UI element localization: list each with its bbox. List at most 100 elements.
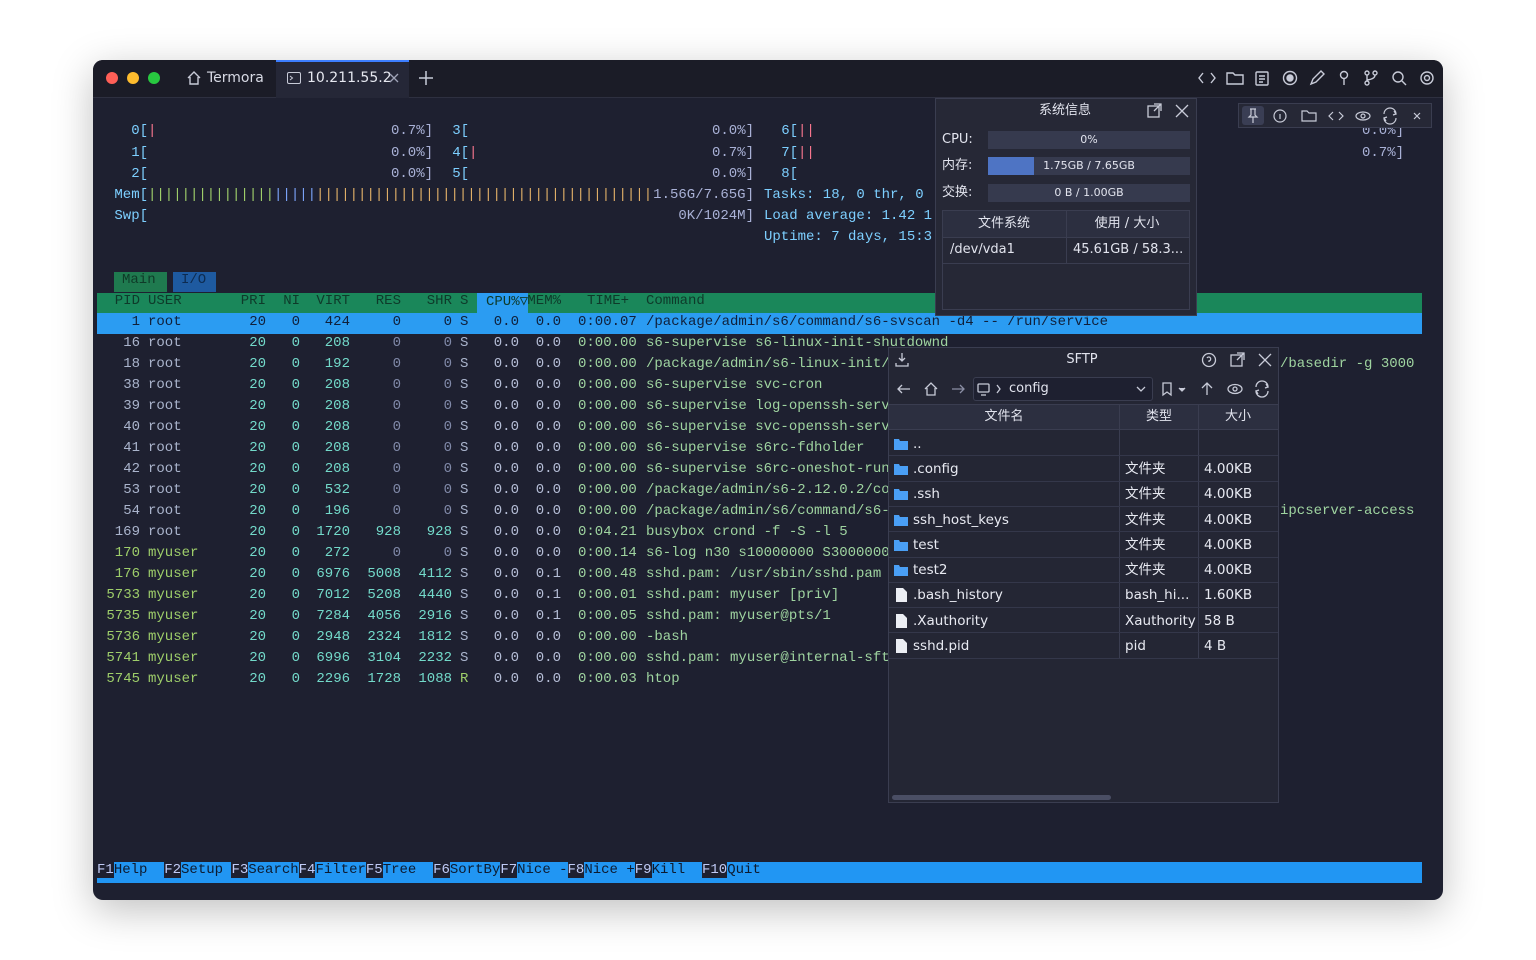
file-size: 4.00KB xyxy=(1204,486,1253,503)
process-cell: 0:00.00 xyxy=(578,440,637,456)
process-cell: S xyxy=(460,524,469,540)
process-cell: 0.0 xyxy=(493,566,519,582)
process-cell: 1 xyxy=(131,314,140,330)
fs-row-line xyxy=(943,263,1189,264)
process-cell: 0.0 xyxy=(535,314,561,330)
floating-toolbar xyxy=(1238,103,1432,128)
process-cell: 5208 xyxy=(367,587,401,603)
process-cell: 0 xyxy=(392,419,401,435)
process-cell: 0.0 xyxy=(493,461,519,477)
column-header: USER xyxy=(148,293,182,309)
process-cell: 20 xyxy=(249,650,266,666)
function-key: F6 xyxy=(433,862,450,878)
process-cell: 0 xyxy=(443,377,452,393)
process-cell: 0 xyxy=(291,608,300,624)
process-cell: 0 xyxy=(392,335,401,351)
column-header: PRI xyxy=(240,293,266,309)
close-tab-icon[interactable] xyxy=(389,73,399,83)
process-cell: sshd.pam: myuser@internal-sft xyxy=(646,650,890,666)
process-cell: s6-log n30 s10000000 S3000000 xyxy=(646,545,890,561)
process-cell: 0 xyxy=(291,335,300,351)
process-cell: 0:00.48 xyxy=(578,566,637,582)
process-cell: 20 xyxy=(249,314,266,330)
process-cell: 192 xyxy=(324,356,350,372)
process-cell: s6-supervise svc-openssh-serv xyxy=(646,419,890,435)
process-cell: 0.0 xyxy=(493,650,519,666)
process-cell: myuser xyxy=(148,650,199,666)
active-tab[interactable] xyxy=(276,60,409,98)
process-cell: 0 xyxy=(443,503,452,519)
process-cell: 18 xyxy=(123,356,140,372)
process-cell: 928 xyxy=(426,524,452,540)
window-controls[interactable] xyxy=(104,68,164,88)
process-cell: 0.0 xyxy=(535,671,561,687)
process-cell: 6976 xyxy=(316,566,350,582)
process-cell: S xyxy=(460,650,469,666)
sftp-nav-icons[interactable] xyxy=(896,380,1274,398)
process-cell: 0 xyxy=(291,545,300,561)
process-cell: 20 xyxy=(249,419,266,435)
process-cell: 0.1 xyxy=(535,608,561,624)
process-cell: 1812 xyxy=(418,629,452,645)
sftp-table-header xyxy=(889,404,1278,430)
process-cell: 20 xyxy=(249,503,266,519)
function-label: Kill xyxy=(651,862,686,878)
process-cell: 0 xyxy=(443,335,452,351)
process-cell: root xyxy=(148,503,182,519)
file-name: ssh_host_keys xyxy=(913,511,1009,528)
file-name: .. xyxy=(913,435,922,452)
process-cell: 0 xyxy=(443,398,452,414)
sftp-title-icons[interactable] xyxy=(895,352,1273,368)
process-cell: 5741 xyxy=(106,650,140,666)
tab-label: Termora xyxy=(207,70,264,86)
function-key: F2 xyxy=(164,862,182,878)
process-cell: myuser xyxy=(148,671,199,687)
sftp-path: config xyxy=(1009,381,1049,396)
file-name: .config xyxy=(913,460,959,477)
process-cell: 0.0 xyxy=(535,377,561,393)
file-type: pid xyxy=(1125,638,1146,655)
floating-toolbar-icons[interactable] xyxy=(1246,107,1426,125)
process-cell: 2916 xyxy=(418,608,452,624)
panel-title: SFTP xyxy=(1066,352,1098,367)
folder-icon xyxy=(894,489,908,501)
file-size: 1.60KB xyxy=(1204,587,1253,604)
toolbar-icons[interactable] xyxy=(1198,68,1438,88)
process-cell: 208 xyxy=(324,398,350,414)
sftp-scrollbar xyxy=(892,795,1111,800)
process-cell: 0.0 xyxy=(535,461,561,477)
new-tab-icon[interactable] xyxy=(419,71,433,85)
process-cell: 0.0 xyxy=(493,503,519,519)
sftp-row-line xyxy=(889,556,1278,558)
process-cell: 0 xyxy=(443,461,452,477)
function-bar xyxy=(97,862,1422,883)
process-cell: 0 xyxy=(291,398,300,414)
file-icon xyxy=(896,588,907,603)
process-cell: 0 xyxy=(291,587,300,603)
pin-button xyxy=(1242,106,1264,125)
panel-icons[interactable] xyxy=(1147,103,1191,119)
file-type: 文件夹 xyxy=(1125,460,1166,477)
cpu-bars: | xyxy=(469,145,478,161)
process-cell: root xyxy=(148,482,182,498)
process-cell: 20 xyxy=(249,461,266,477)
screen-tab: Main xyxy=(122,272,156,288)
process-cell: 0.0 xyxy=(493,377,519,393)
process-cell: 169 xyxy=(114,524,140,540)
cpu-label: 2[ xyxy=(131,166,148,182)
process-cell: 196 xyxy=(324,503,350,519)
function-key: F8 xyxy=(567,862,585,878)
process-cell: -bash xyxy=(646,629,689,645)
process-cell: 0.0 xyxy=(535,545,561,561)
meter-text: 0 B / 1.00GB xyxy=(1054,185,1124,199)
process-cell: S xyxy=(460,398,469,414)
process-cell: 0:00.07 xyxy=(578,314,637,330)
process-cell: root xyxy=(148,356,182,372)
process-cell: 40 xyxy=(123,419,140,435)
process-cell: 0:04.21 xyxy=(578,524,637,540)
process-cell: 5008 xyxy=(367,566,401,582)
process-cell: 0:00.14 xyxy=(578,545,637,561)
process-cell: root xyxy=(148,314,182,330)
process-cell: 20 xyxy=(249,356,266,372)
function-keys: F1Help F2Setup F3SearchF4FilterF5Tree F6Sor… xyxy=(97,862,778,883)
